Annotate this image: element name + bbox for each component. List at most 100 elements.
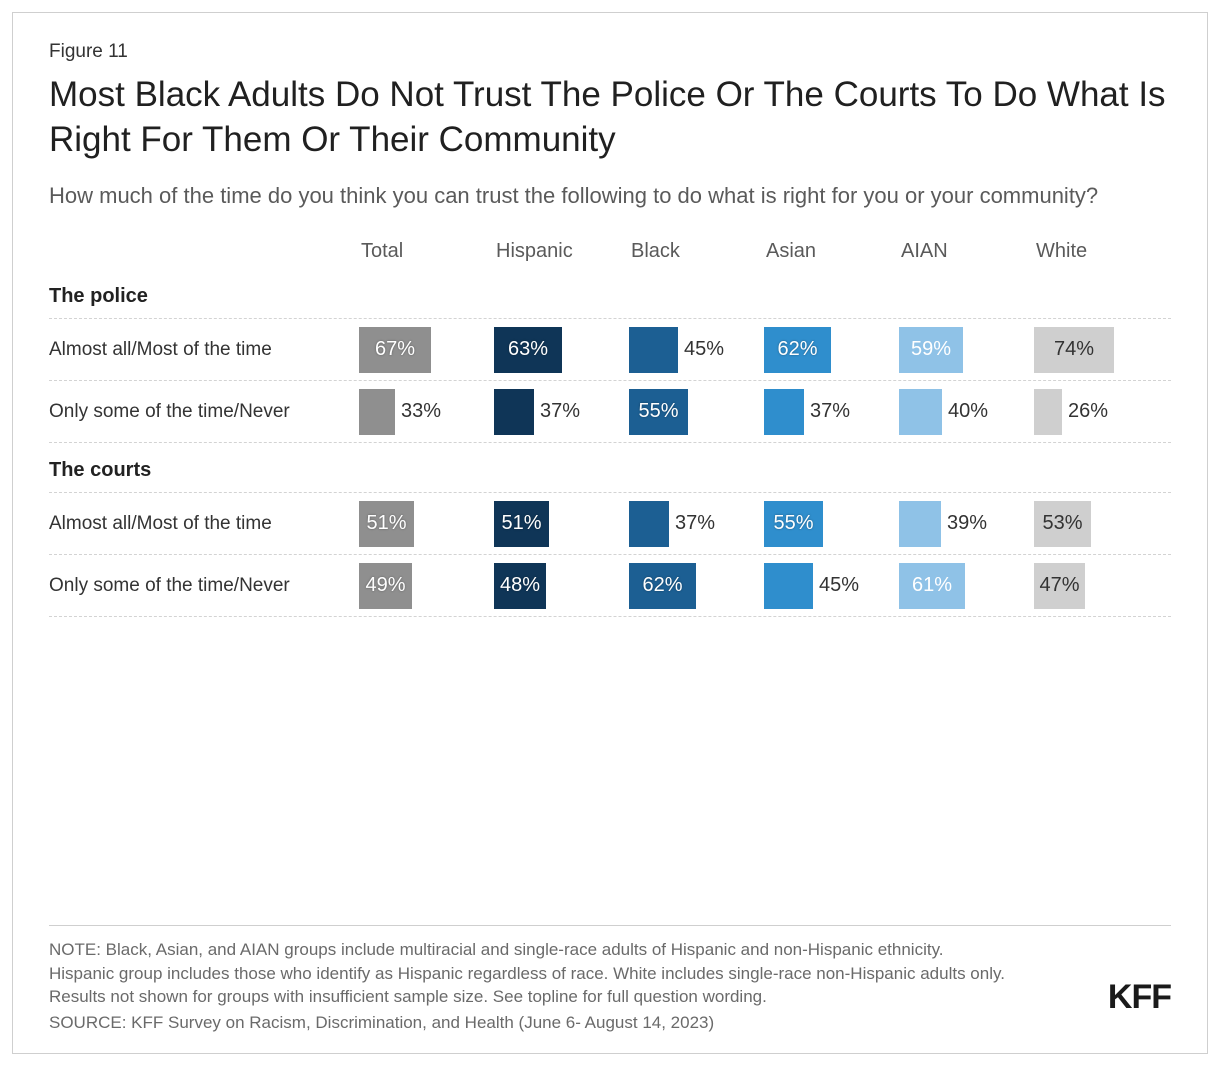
bar-wrap: 74% [1034,327,1169,373]
bar-wrap: 37% [494,389,629,435]
bar: 59% [899,327,963,373]
cell-total: 51% [359,493,494,554]
bar: 55% [629,389,688,435]
bar [359,389,395,435]
figure-subtitle: How much of the time do you think you ca… [49,181,1171,211]
value-label: 62% [777,338,817,361]
value-label: 37% [675,512,715,535]
data-row: Almost all/Most of the time 51% 51% 37% 55% 3… [49,493,1171,555]
value-label: 55% [773,512,813,535]
column-header-white: White [1034,240,1169,263]
value-label: 51% [366,512,406,535]
row-label: Almost all/Most of the time [49,319,359,380]
cell-black: 45% [629,319,764,380]
figure-container: Figure 11 Most Black Adults Do Not Trust… [12,12,1208,1054]
value-label: 48% [500,574,540,597]
cell-black: 62% [629,555,764,616]
column-header-hispanic: Hispanic [494,240,629,263]
bar: 67% [359,327,431,373]
bar-wrap: 55% [629,389,764,435]
value-label: 40% [948,400,988,423]
cell-asian: 55% [764,493,899,554]
bar-wrap: 26% [1034,389,1169,435]
cell-white: 26% [1034,381,1169,442]
value-label: 59% [911,338,951,361]
bar [629,327,678,373]
value-label: 39% [947,512,987,535]
cell-hispanic: 48% [494,555,629,616]
bar-wrap: 37% [764,389,899,435]
bar-wrap: 53% [1034,501,1169,547]
value-label: 63% [508,338,548,361]
bar [494,389,534,435]
cell-total: 33% [359,381,494,442]
figure-label: Figure 11 [49,41,1171,63]
bar-wrap: 62% [629,563,764,609]
cell-total: 49% [359,555,494,616]
bar-wrap: 63% [494,327,629,373]
cell-black: 55% [629,381,764,442]
section-label: The police [49,269,359,318]
bar: 62% [764,327,831,373]
column-header-black: Black [629,240,764,263]
cell-white: 47% [1034,555,1169,616]
footer-text: NOTE: Black, Asian, and AIAN groups incl… [49,938,1009,1035]
cell-hispanic: 63% [494,319,629,380]
section-row: The police [49,269,1171,319]
cell-aian: 59% [899,319,1034,380]
section-label: The courts [49,443,359,492]
figure-source: SOURCE: KFF Survey on Racism, Discrimina… [49,1011,1009,1035]
cell-aian: 40% [899,381,1034,442]
value-label: 45% [819,574,859,597]
value-label: 26% [1068,400,1108,423]
cell-hispanic: 37% [494,381,629,442]
column-header-row: TotalHispanicBlackAsianAIANWhite [49,240,1171,269]
bar-wrap: 47% [1034,563,1169,609]
bar-wrap: 45% [629,327,764,373]
bar: 74% [1034,327,1114,373]
row-label: Only some of the time/Never [49,381,359,442]
bar [764,563,813,609]
bar: 63% [494,327,562,373]
cell-aian: 61% [899,555,1034,616]
bar-wrap: 59% [899,327,1034,373]
row-label: Almost all/Most of the time [49,493,359,554]
bar-wrap: 51% [494,501,629,547]
data-row: Almost all/Most of the time67% 63% 45% 62% 5… [49,319,1171,381]
value-label: 74% [1054,338,1094,361]
cell-total: 67% [359,319,494,380]
bar-wrap: 51% [359,501,494,547]
bar: 49% [359,563,412,609]
bar-wrap: 67% [359,327,494,373]
bar-wrap: 45% [764,563,899,609]
bar-wrap: 40% [899,389,1034,435]
bar [899,501,941,547]
figure-note: NOTE: Black, Asian, and AIAN groups incl… [49,938,1009,1009]
cell-hispanic: 51% [494,493,629,554]
bar [1034,389,1062,435]
value-label: 53% [1042,512,1082,535]
cell-aian: 39% [899,493,1034,554]
chart-table: TotalHispanicBlackAsianAIANWhite The pol… [49,240,1171,617]
column-header-aian: AIAN [899,240,1034,263]
bar-wrap: 55% [764,501,899,547]
bar [629,501,669,547]
cell-white: 53% [1034,493,1169,554]
data-row: Only some of the time/Never49%48%62%45%6… [49,555,1171,617]
section-row: The courts [49,443,1171,493]
bar: 51% [359,501,414,547]
cell-asian: 62% [764,319,899,380]
value-label: 61% [912,574,952,597]
bar-wrap: 37% [629,501,764,547]
value-label: 33% [401,400,441,423]
cell-black: 37% [629,493,764,554]
bar-wrap: 33% [359,389,494,435]
column-header-asian: Asian [764,240,899,263]
bar: 61% [899,563,965,609]
bar-wrap: 49% [359,563,494,609]
row-label-spacer [49,247,359,263]
value-label: 37% [810,400,850,423]
bar [764,389,804,435]
column-header-total: Total [359,240,494,263]
value-label: 55% [638,400,678,423]
